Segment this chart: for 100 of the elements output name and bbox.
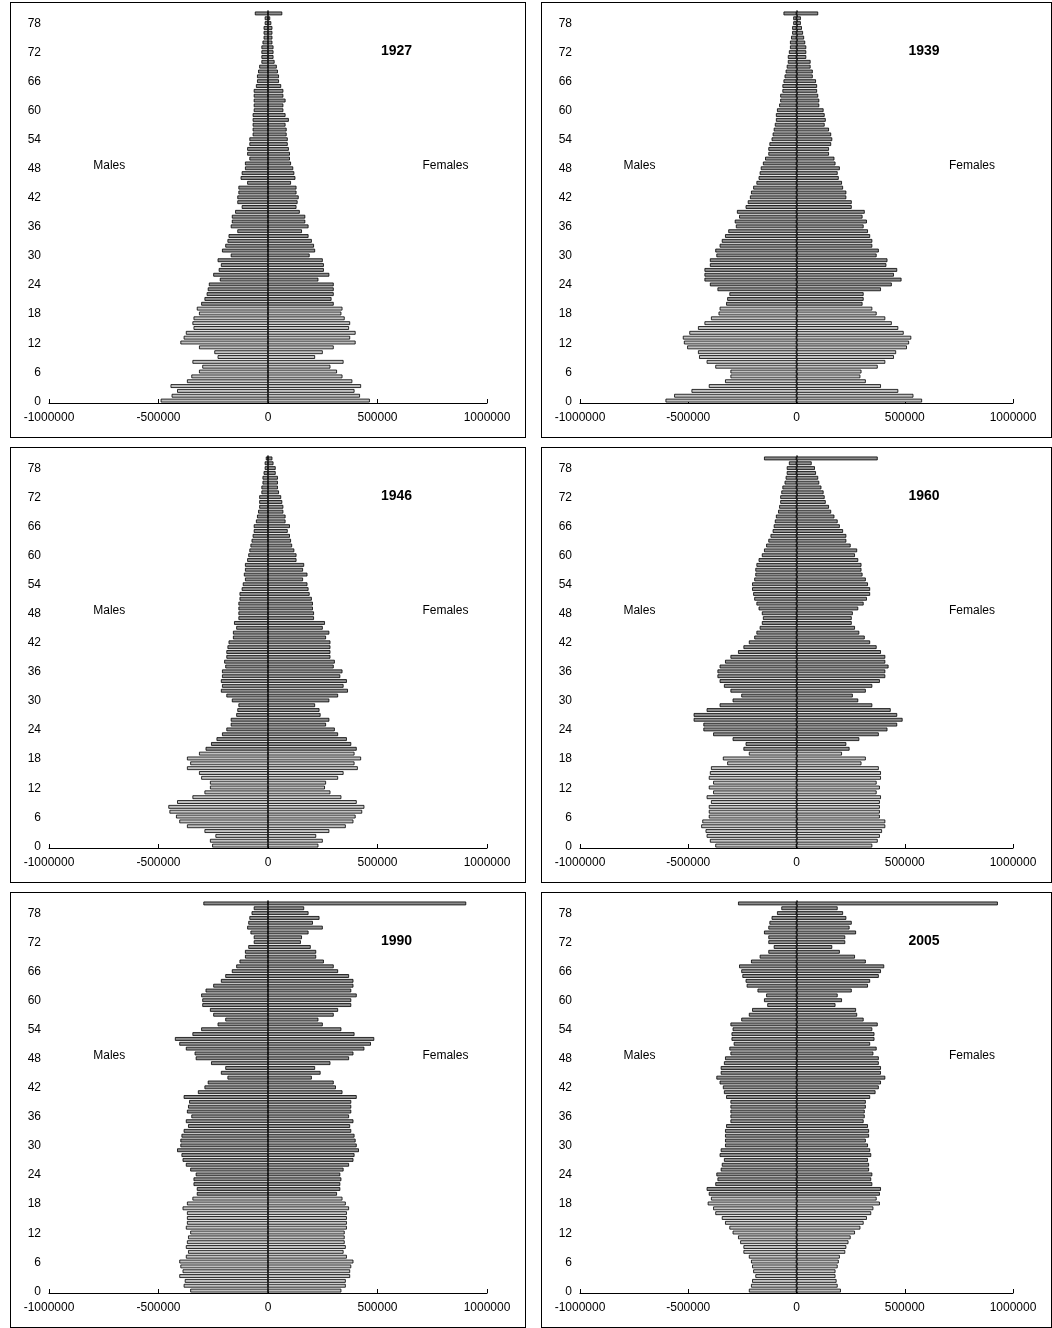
y-tick-label: 0: [565, 1283, 573, 1298]
x-tick-label: -500000: [136, 410, 181, 424]
x-tick-label: -500000: [136, 1300, 181, 1314]
y-tick-label: 24: [558, 1167, 573, 1182]
x-tick-label: -1000000: [23, 1300, 75, 1314]
y-tick-label: 18: [27, 1196, 42, 1211]
y-tick-label: 72: [558, 490, 573, 505]
y-tick-label: 60: [558, 993, 573, 1008]
y-tick-label: 78: [558, 461, 573, 476]
x-tick-label: 500000: [884, 855, 926, 869]
annotation: Males: [93, 603, 126, 618]
y-tick-label: 30: [27, 248, 42, 263]
y-tick-label: 12: [27, 1225, 42, 1240]
y-tick-label: 60: [27, 993, 42, 1008]
y-tick-label: 30: [558, 693, 573, 708]
y-tick-label: 18: [558, 1196, 573, 1211]
y-tick-label: 42: [27, 1080, 42, 1095]
y-tick-label: 30: [27, 1138, 42, 1153]
y-tick-label: 6: [565, 364, 573, 379]
annotation: Females: [949, 603, 996, 618]
y-tick-label: 36: [558, 1109, 573, 1124]
y-tick-label: 30: [558, 1138, 573, 1153]
y-tick-label: 6: [34, 1254, 42, 1269]
x-tick-label: 0: [793, 1300, 801, 1314]
y-tick-label: 54: [558, 132, 573, 147]
x-tick-label: -1000000: [23, 410, 75, 424]
x-tick-label: 500000: [357, 1300, 398, 1314]
y-tick-label: 72: [27, 45, 42, 60]
y-tick-label: 6: [565, 1254, 573, 1269]
y-tick-label: 66: [558, 964, 573, 979]
x-tick-label: 500000: [884, 410, 926, 424]
text: 1939: [908, 41, 940, 58]
text: 1946: [380, 486, 413, 503]
y-tick-label: 54: [558, 577, 573, 592]
y-tick-label: 24: [27, 1167, 42, 1182]
y-tick-label: 54: [558, 1022, 573, 1037]
annotation: Males: [623, 603, 656, 618]
y-tick-label: 78: [558, 16, 573, 31]
y-tick-label: 60: [27, 103, 42, 118]
y-tick-label: 54: [27, 132, 42, 147]
y-tick-label: 24: [558, 722, 573, 737]
x-tick-label: 1000000: [463, 1300, 511, 1314]
text: 2005: [908, 931, 940, 948]
y-tick-label: 30: [558, 248, 573, 263]
annotation: Females: [422, 158, 469, 173]
y-tick-label: 42: [558, 1080, 573, 1095]
y-tick-label: 6: [34, 809, 42, 824]
x-tick-label: 1000000: [989, 1300, 1037, 1314]
y-tick-label: 48: [27, 1051, 42, 1066]
x-tick-label: -500000: [666, 1300, 711, 1314]
text: 1927: [380, 41, 413, 58]
y-tick-label: 48: [27, 606, 42, 621]
x-tick-label: -1000000: [554, 410, 606, 424]
y-tick-label: 0: [565, 838, 573, 853]
y-tick-label: 36: [27, 219, 42, 234]
x-tick-label: 1000000: [989, 410, 1037, 424]
y-tick-label: 0: [34, 393, 42, 408]
y-tick-label: 66: [27, 74, 42, 89]
annotation: Females: [422, 1048, 469, 1063]
y-tick-label: 24: [27, 722, 42, 737]
y-tick-label: 36: [27, 664, 42, 679]
y-tick-label: 18: [558, 306, 573, 321]
y-tick-label: 66: [558, 519, 573, 534]
text: 1960: [908, 486, 940, 503]
x-tick-label: -1000000: [23, 855, 75, 869]
y-tick-label: 42: [27, 635, 42, 650]
y-tick-label: 66: [27, 964, 42, 979]
y-tick-label: 54: [27, 1022, 42, 1037]
y-tick-label: 48: [558, 161, 573, 176]
y-tick-label: 48: [27, 161, 42, 176]
y-tick-label: 72: [558, 45, 573, 60]
y-tick-label: 72: [27, 490, 42, 505]
annotation: Males: [623, 1048, 656, 1063]
x-tick-label: 0: [793, 410, 801, 424]
y-tick-label: 0: [34, 838, 42, 853]
x-tick-label: -500000: [666, 410, 711, 424]
y-tick-label: 66: [558, 74, 573, 89]
y-tick-label: 18: [558, 751, 573, 766]
y-tick-label: 18: [27, 751, 42, 766]
y-tick-label: 12: [558, 1225, 573, 1240]
y-tick-label: 36: [558, 664, 573, 679]
y-tick-label: 12: [558, 780, 573, 795]
y-tick-label: 78: [27, 906, 42, 921]
x-tick-label: -1000000: [554, 1300, 606, 1314]
y-tick-label: 60: [27, 548, 42, 563]
x-tick-label: 0: [264, 410, 272, 424]
x-tick-label: 500000: [884, 1300, 926, 1314]
x-tick-label: 0: [793, 855, 801, 869]
x-tick-label: 500000: [357, 855, 398, 869]
y-tick-label: 0: [34, 1283, 42, 1298]
y-tick-label: 78: [27, 16, 42, 31]
y-tick-label: 48: [558, 606, 573, 621]
x-tick-label: 0: [264, 1300, 272, 1314]
y-tick-label: 78: [558, 906, 573, 921]
annotation: Males: [623, 158, 656, 173]
annotation: Males: [93, 158, 126, 173]
y-tick-label: 60: [558, 548, 573, 563]
y-tick-label: 0: [565, 393, 573, 408]
annotation: Females: [422, 603, 469, 618]
y-tick-label: 12: [558, 335, 573, 350]
